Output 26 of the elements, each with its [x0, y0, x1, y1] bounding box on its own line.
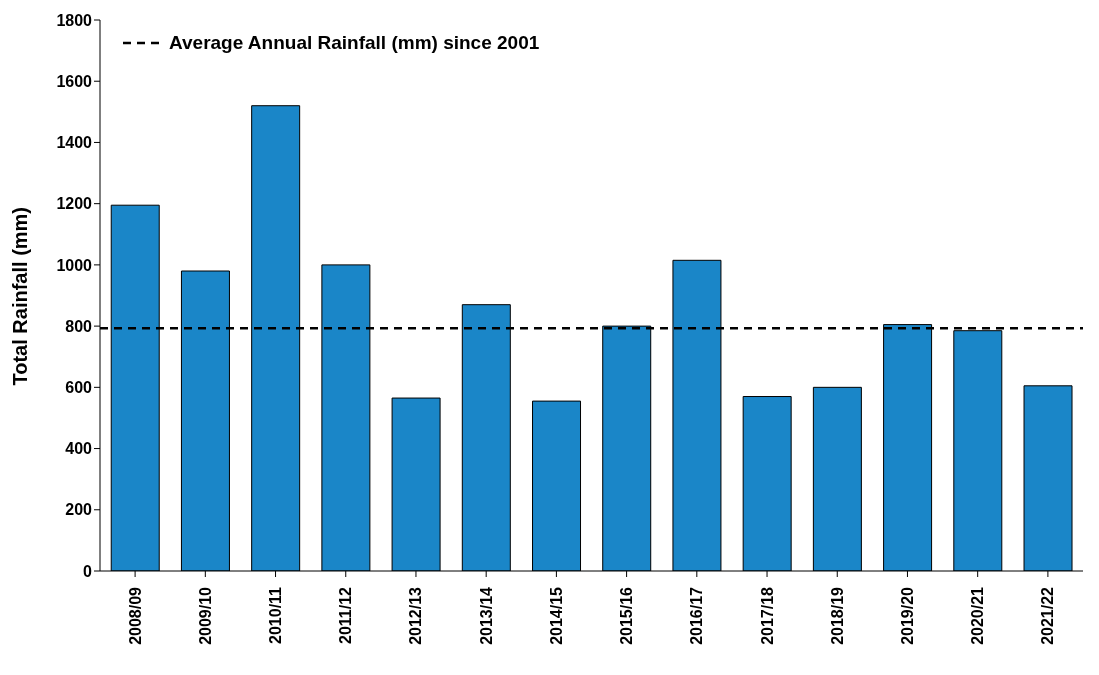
x-tick-label: 2012/13	[407, 586, 425, 645]
legend-label: Average Annual Rainfall (mm) since 2001	[169, 32, 540, 54]
y-tick-label: 1600	[56, 72, 93, 90]
x-tick-label: 2009/10	[196, 586, 214, 645]
x-tick-label: 2014/15	[547, 586, 565, 645]
x-tick-label: 2013/14	[477, 586, 495, 645]
x-tick-label: 2018/19	[828, 586, 846, 645]
x-tick-label: 2021/22	[1039, 586, 1057, 645]
x-tick-label: 2019/20	[898, 586, 916, 645]
y-tick-label: 1000	[56, 256, 93, 274]
x-tick-label: 2010/11	[267, 586, 285, 644]
y-tick-label: 200	[65, 501, 93, 519]
y-tick-label: 1800	[56, 11, 93, 29]
x-tick-label: 2020/21	[969, 586, 987, 645]
y-tick-label: 800	[65, 317, 93, 335]
x-tick-label: 2008/09	[126, 586, 144, 645]
y-tick-label: 600	[65, 379, 93, 397]
x-tick-label: 2017/18	[758, 586, 776, 645]
x-tick-label: 2011/12	[337, 586, 355, 644]
y-tick-label: 0	[83, 562, 93, 580]
y-tick-label: 1400	[56, 134, 93, 152]
x-tick-label: 2016/17	[688, 586, 706, 645]
y-axis-title: Total Rainfall (mm)	[9, 206, 32, 386]
y-tick-label: 1200	[56, 195, 93, 213]
y-tick-label: 400	[65, 440, 93, 458]
x-tick-label: 2015/16	[618, 586, 636, 645]
